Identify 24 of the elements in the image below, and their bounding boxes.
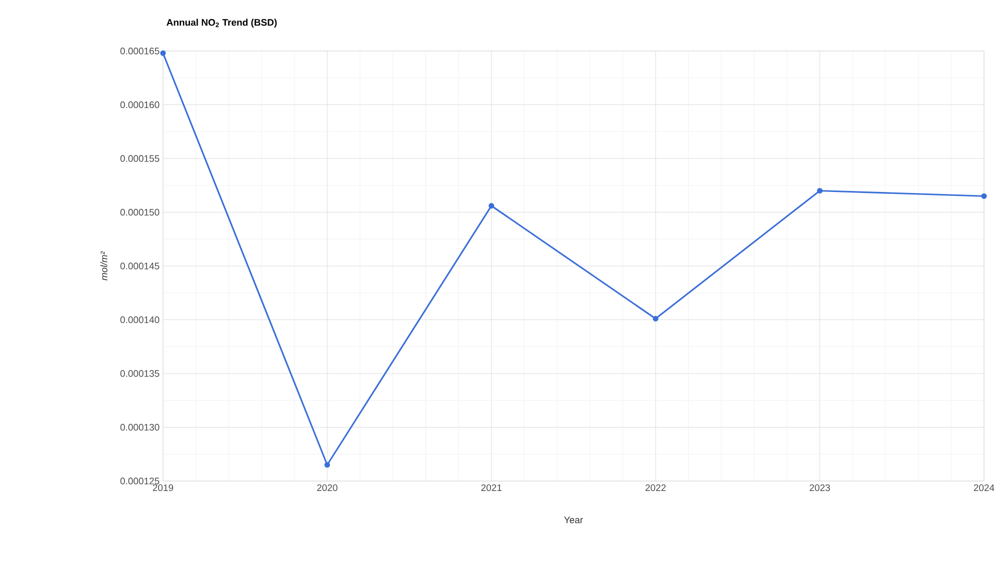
point — [488, 202, 494, 209]
y-tick-label: 0.000140 — [120, 316, 160, 324]
x-tick-label: 2024 — [974, 484, 994, 492]
y-tick-label: 0.000150 — [120, 208, 160, 216]
x-tick-label: 2021 — [481, 484, 502, 492]
x-tick-label: 2020 — [317, 484, 338, 492]
chart-title: Annual NO$_{2}$ Trend (BSD) — [166, 18, 277, 28]
x-axis-title: Year — [564, 516, 583, 524]
point — [652, 316, 658, 322]
point — [981, 193, 987, 199]
y-tick-label: 0.000125 — [120, 478, 160, 484]
y-tick-label: 0.000135 — [120, 370, 160, 377]
y-tick-label: 0.000130 — [120, 424, 160, 431]
y-tick-label: 0.000145 — [120, 262, 160, 270]
y-tick-label: 0.000165 — [120, 48, 160, 54]
point — [817, 188, 823, 194]
x-tick-label: 2023 — [810, 484, 830, 492]
y-tick-label: 0.000160 — [120, 101, 160, 108]
point — [324, 462, 330, 468]
point — [160, 50, 166, 56]
x-tick-label: 2022 — [646, 484, 666, 492]
y-axis-title: mol/m² — [100, 251, 108, 280]
y-tick-label: 0.000155 — [120, 155, 160, 162]
x-tick-label: 2019 — [152, 484, 174, 492]
